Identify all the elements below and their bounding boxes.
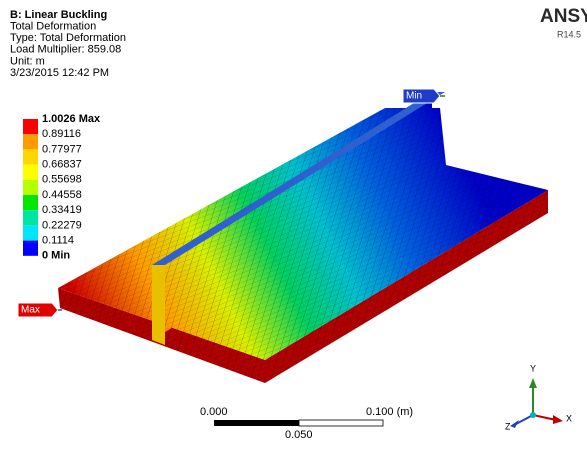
triad-x: X xyxy=(566,413,572,423)
legend-band xyxy=(23,225,38,240)
triad-y: Y xyxy=(530,363,536,373)
triad-z: Z xyxy=(505,421,511,431)
logo-version: R14.5 xyxy=(557,29,581,39)
legend-band xyxy=(23,241,38,256)
scale-left: 0.000 xyxy=(200,406,228,418)
legend-label: 0.89116 xyxy=(42,128,81,140)
legend-label: 0.55698 xyxy=(42,174,82,186)
legend-band xyxy=(23,165,38,180)
legend-band xyxy=(23,195,38,210)
header-line: Total Deformation xyxy=(10,21,96,33)
legend-label: 1.0026 Max xyxy=(42,113,101,125)
header-line: Load Multiplier: 859.08 xyxy=(10,44,121,56)
legend-band xyxy=(23,180,38,195)
header-title: B: Linear Buckling xyxy=(10,9,107,21)
legend-band xyxy=(23,134,38,149)
scale-mid: 0.050 xyxy=(285,429,313,441)
max-label: Max xyxy=(21,305,40,316)
header-line: Type: Total Deformation xyxy=(10,32,126,44)
legend-label: 0.66837 xyxy=(42,159,82,171)
logo-name: ANSYS xyxy=(540,6,587,27)
min-label: Min xyxy=(406,91,422,102)
legend-label: 0.22279 xyxy=(42,219,82,231)
stiffener-front xyxy=(152,265,165,345)
header-line: 3/23/2015 12:42 PM xyxy=(10,67,109,79)
legend-label: 0.44558 xyxy=(42,189,82,201)
legend-band xyxy=(23,149,38,164)
legend-band xyxy=(23,119,38,134)
scale-right: 0.100 (m) xyxy=(366,406,413,418)
legend-label: 0.77977 xyxy=(42,143,82,155)
legend-label: 0.1114 xyxy=(42,235,74,247)
legend-label: 0 Min xyxy=(42,250,70,262)
legend-band xyxy=(23,210,38,225)
header-line: Unit: m xyxy=(10,55,45,67)
viewport: B: Linear BucklingTotal DeformationType:… xyxy=(0,0,587,451)
legend-label: 0.33419 xyxy=(42,204,82,216)
